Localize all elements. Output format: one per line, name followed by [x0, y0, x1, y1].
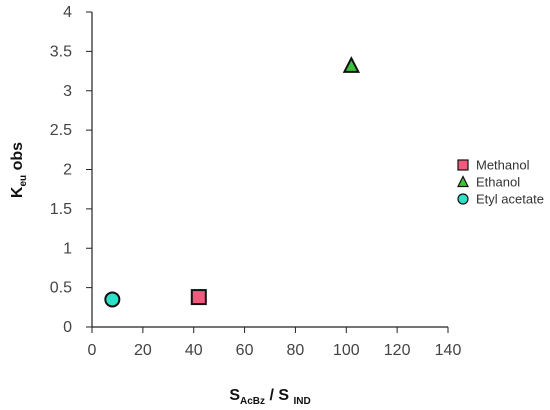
x-tick-label: 140: [435, 342, 462, 359]
legend-marker-square: [457, 159, 469, 171]
x-tick-label: 0: [88, 342, 97, 359]
data-point-circle: [104, 291, 121, 308]
y-axis-title-main: K: [9, 186, 26, 198]
y-axis-title: Keu obs: [9, 142, 29, 198]
x-tick-label: 100: [333, 342, 360, 359]
y-tick-label: 0.5: [50, 280, 72, 297]
legend-marker-circle: [457, 193, 469, 205]
x-ticks: 0 20 40 60 80 100 120 140: [88, 327, 462, 359]
legend-item: Ethanol: [457, 175, 520, 190]
y-tick-label: 4: [63, 4, 72, 21]
x-axis-title-sub2: IND: [293, 396, 310, 407]
y-tick-label: 2: [63, 162, 72, 179]
x-tick-label: 40: [185, 342, 203, 359]
x-tick-label: 120: [384, 342, 411, 359]
y-axis-title-rest: obs: [9, 142, 26, 175]
y-tick-label: 0: [63, 319, 72, 336]
y-ticks: 0 0.5 1 1.5 2 2.5 3 3.5 4: [50, 4, 92, 336]
legend-marker-triangle: [457, 175, 469, 188]
legend: Methanol Ethanol Etyl acetate: [457, 158, 544, 207]
data-points: [104, 56, 361, 308]
y-tick-label: 1: [63, 240, 72, 257]
x-axis-title-mid: / S: [265, 387, 293, 404]
legend-label: Ethanol: [476, 175, 520, 190]
legend-label: Etyl acetate: [476, 192, 544, 207]
legend-item: Methanol: [457, 158, 530, 173]
x-axis-title-sub1: AcBz: [240, 396, 265, 407]
axes: [91, 12, 448, 328]
x-tick-label: 60: [236, 342, 254, 359]
data-point-square: [190, 289, 207, 306]
y-tick-label: 1.5: [50, 201, 72, 218]
x-tick-label: 80: [287, 342, 305, 359]
legend-item: Etyl acetate: [457, 192, 544, 207]
data-point-triangle: [342, 56, 361, 73]
x-axis-title-main: S: [229, 387, 240, 404]
y-axis-title-sub: eu: [18, 175, 29, 187]
legend-label: Methanol: [476, 158, 530, 173]
y-tick-label: 3: [63, 83, 72, 100]
x-axis-title: SAcBz / S IND: [229, 387, 310, 407]
x-tick-label: 20: [134, 342, 152, 359]
y-tick-label: 2.5: [50, 122, 72, 139]
y-tick-label: 3.5: [50, 43, 72, 60]
